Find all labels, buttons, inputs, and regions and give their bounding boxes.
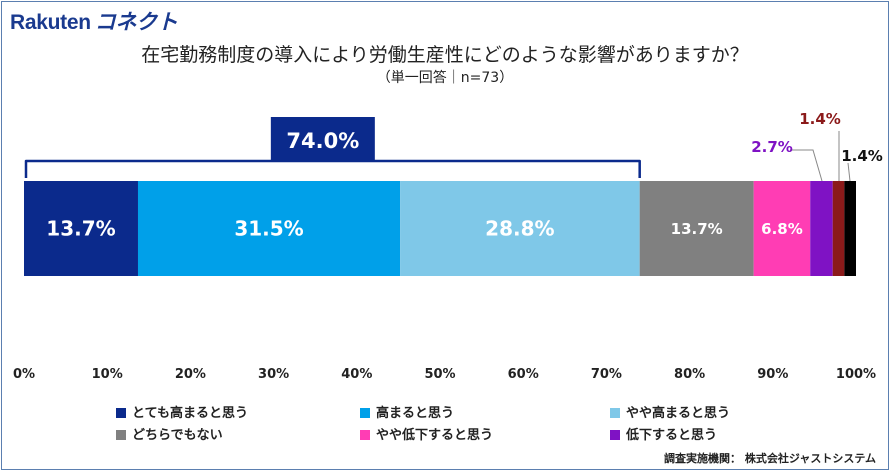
legend-item: どちらでもない [116, 424, 223, 443]
data-label-callout: 1.4% [841, 147, 883, 165]
legend-item: やや高まると思う [610, 402, 730, 421]
bar-segment [753, 181, 811, 276]
data-label: 28.8% [485, 217, 554, 241]
legend-label: とても高まると思う [132, 406, 248, 421]
brand-logo: Rakuten コネクト [10, 6, 178, 36]
x-tick-label: 80% [674, 367, 705, 382]
total-bracket-box [270, 117, 375, 161]
legend-label: やや低下すると思う [376, 428, 494, 443]
legend-swatch [116, 408, 126, 418]
legend-item: 低下すると思う [610, 424, 717, 443]
x-tick-label: 70% [591, 367, 622, 382]
legend-label: どちらでもない [132, 428, 223, 443]
x-tick-label: 30% [258, 367, 289, 382]
data-label-callout: 2.7% [751, 138, 793, 156]
x-tick-label: 100% [836, 367, 876, 382]
legend-item: 高まると思う [360, 402, 454, 421]
x-tick-label: 0% [13, 367, 35, 382]
x-tick-label: 20% [175, 367, 206, 382]
data-label: 13.7% [46, 217, 115, 241]
leader-line [790, 149, 823, 182]
legend-swatch [610, 408, 620, 418]
legend-swatch [360, 430, 370, 440]
total-bracket [24, 159, 641, 178]
x-tick-label: 90% [757, 367, 788, 382]
total-bracket-label: 74.0% [286, 129, 359, 153]
bar-segment [24, 181, 138, 276]
data-label: 13.7% [671, 220, 723, 238]
legend-label: 高まると思う [376, 406, 455, 421]
data-label: 6.8% [761, 220, 803, 238]
leader-line [847, 162, 851, 182]
x-tick-label: 40% [341, 367, 372, 382]
brand-primary: Rakuten [10, 11, 91, 34]
chart-title: 在宅勤務制度の導入により労働生産性にどのような影響がありますか？ [141, 44, 749, 66]
bar-segment [844, 181, 856, 276]
legend-item: とても高まると思う [116, 402, 248, 421]
legend-swatch [116, 430, 126, 440]
source-note: 調査実施機関： 株式会社ジャストシステム [664, 452, 876, 465]
bar-segment [639, 181, 754, 276]
stacked-bar-chart: 13.7% 31.5% 28.8% 13.7% 6.8% 2.7% 1.4% 1.4% 74.0… [13, 110, 883, 382]
brand-secondary: コネクト [94, 11, 178, 34]
data-label: 31.5% [234, 217, 303, 241]
bar-segment [810, 181, 833, 276]
legend-label: 低下すると思う [626, 428, 718, 443]
x-tick-label: 50% [424, 367, 455, 382]
legend-swatch [610, 430, 620, 440]
x-tick-label: 10% [92, 367, 123, 382]
legend-item: やや低下すると思う [360, 424, 493, 443]
chart-subtitle: （単一回答｜n=73） [376, 70, 514, 86]
data-label-callout: 1.4% [799, 110, 841, 128]
bar-segment [832, 181, 845, 276]
bar-segment [137, 181, 401, 276]
bar-segment [400, 181, 640, 276]
legend-label: やや高まると思う [626, 406, 731, 421]
x-tick-label: 60% [508, 367, 539, 382]
legend-swatch [360, 408, 370, 418]
